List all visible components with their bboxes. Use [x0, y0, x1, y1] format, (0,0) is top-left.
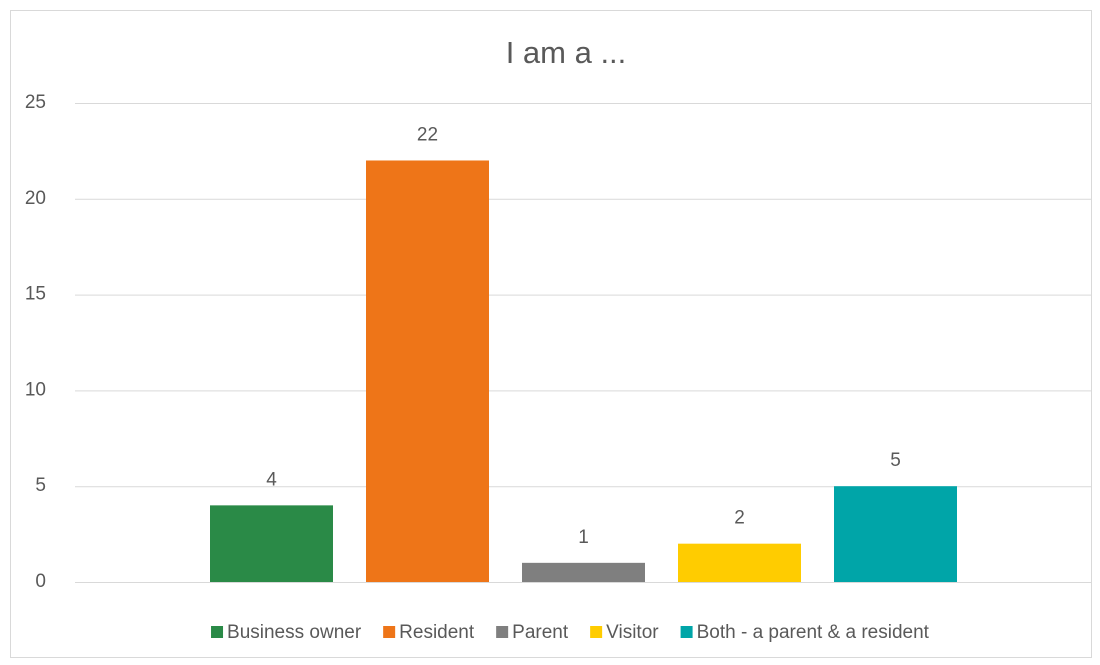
data-label: 5 — [890, 450, 901, 471]
legend-label: Business owner — [227, 622, 362, 643]
legend-swatch — [496, 626, 509, 638]
y-tick-label: 15 — [25, 284, 46, 305]
legend-swatch — [680, 626, 693, 638]
y-tick-label: 5 — [35, 475, 46, 496]
legend-swatch — [211, 626, 224, 638]
data-label: 4 — [266, 469, 277, 490]
data-label: 1 — [578, 527, 589, 548]
legend-label: Visitor — [606, 622, 659, 643]
bar — [678, 543, 801, 582]
y-tick-label: 10 — [25, 379, 46, 400]
y-tick-label: 25 — [25, 92, 46, 113]
bar — [522, 562, 645, 582]
bar — [834, 486, 957, 582]
chart-title: I am a ... — [506, 35, 627, 70]
legend-label: Parent — [512, 622, 569, 643]
data-label: 22 — [417, 124, 438, 145]
legend-swatch — [383, 626, 396, 638]
legend-label: Resident — [399, 622, 475, 643]
legend-label: Both - a parent & a resident — [697, 622, 930, 643]
legend-swatch — [590, 626, 603, 638]
bar — [366, 160, 489, 583]
y-tick-label: 0 — [35, 571, 46, 592]
y-tick-label: 20 — [25, 188, 46, 209]
bar — [210, 505, 333, 582]
data-label: 2 — [734, 508, 745, 529]
